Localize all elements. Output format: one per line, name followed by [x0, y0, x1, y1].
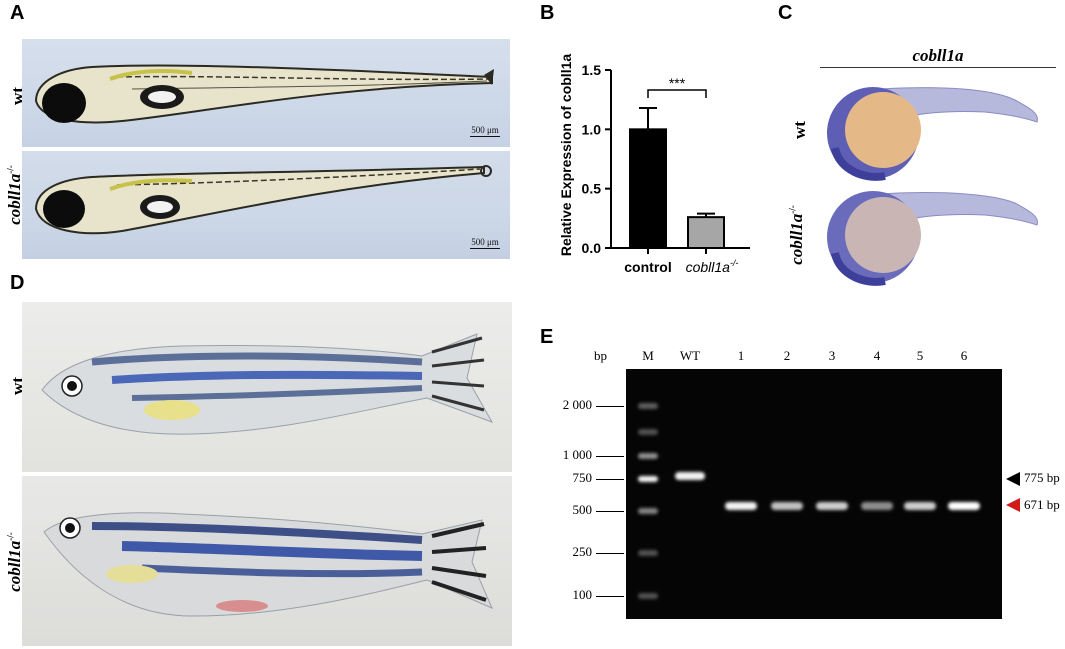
lane-label-2: 2: [783, 348, 791, 363]
adult-wt-drawing: [41, 333, 494, 435]
ladder-band-6: [638, 593, 658, 599]
panel-c-letter: C: [778, 2, 793, 24]
adult-mutant-photo: [22, 476, 512, 646]
y-tick-label-3: 1.5: [582, 62, 602, 78]
band-lane-1-671: [725, 502, 757, 510]
x-category-label-0: control: [624, 259, 671, 275]
lane-label-m: M: [642, 348, 654, 363]
marker-label-3: 500: [572, 502, 593, 517]
marker-label-5: 100: [572, 587, 593, 602]
lane-label-6: 6: [960, 348, 968, 363]
marker-label-0: 2 000: [562, 397, 592, 412]
lane-label-1: 1: [737, 348, 745, 363]
bar-cobll1a-/-: [687, 216, 725, 249]
panel-c-title-rule: [820, 67, 1056, 68]
panel-c-wt-label: wt: [790, 121, 809, 139]
marker-label-1: 1 000: [562, 447, 592, 462]
ladder-band-1: [638, 429, 658, 435]
panel-c-title: cobll1a: [912, 46, 964, 65]
panel-e-letter: E: [540, 326, 554, 348]
ladder-band-4: [638, 508, 658, 514]
larva-mutant-drawing: [34, 165, 492, 235]
bar-control: [629, 128, 667, 249]
y-tick-label-2: 1.0: [582, 121, 602, 137]
x-category-label-1: cobll1a-/-: [686, 258, 739, 275]
embryo-mutant-drawing: [827, 191, 1039, 286]
ladder-band-5: [638, 550, 658, 556]
band-wt-775: [675, 472, 705, 480]
marker-tick-5: [596, 596, 624, 597]
marker-tick-0: [596, 406, 624, 407]
y-tick-label-1: 0.5: [582, 181, 602, 197]
band-775-label: 775 bp: [1024, 470, 1060, 485]
ladder-band-0: [638, 403, 658, 409]
lane-label-wt: WT: [679, 348, 701, 363]
band-671-label: 671 bp: [1024, 497, 1060, 512]
band-lane-5-671: [904, 502, 936, 510]
band-lane-3-671: [816, 502, 848, 510]
panel-a-letter: A: [10, 2, 25, 24]
marker-label-2: 750: [572, 470, 593, 485]
scale-bar-wt: 500 μm: [470, 125, 500, 137]
scale-bar-mutant: 500 μm: [470, 237, 500, 249]
panel-b-letter: B: [540, 2, 555, 24]
band-lane-2-671: [771, 502, 803, 510]
larva-wt-photo: 500 μm: [22, 39, 510, 147]
larva-wt-drawing: [34, 64, 494, 124]
marker-label-4: 250: [572, 544, 593, 559]
larva-mutant-photo: 500 μm: [22, 151, 510, 259]
y-tick-label-0: 0.0: [582, 240, 602, 256]
panel-c-mutant-label: cobll1a-/-: [787, 205, 806, 265]
marker-tick-3: [596, 511, 624, 512]
y-axis-label: Relative Expression of cobll1a: [558, 54, 574, 257]
lane-label-3: 3: [828, 348, 836, 363]
band-lane-6-671: [948, 502, 980, 510]
band-671-arrow: [1006, 498, 1020, 512]
lane-label-5: 5: [916, 348, 924, 363]
gel-bands: [638, 403, 980, 599]
ladder-band-2: [638, 453, 658, 459]
adult-mutant-drawing: [43, 512, 493, 617]
marker-tick-2: [596, 479, 624, 480]
gel-unit-label: bp: [594, 348, 607, 363]
embryo-wt-drawing: [827, 87, 1039, 181]
marker-tick-4: [596, 553, 624, 554]
expression-bar-chart: 0.0 0.5 1.0 1.5 Relative Expression of cobll…: [558, 54, 750, 275]
significance-bracket: [647, 89, 707, 98]
significance-stars: ***: [669, 75, 686, 91]
gel-image: [626, 369, 1002, 619]
band-775-arrow: [1006, 472, 1020, 486]
lane-label-4: 4: [873, 348, 881, 363]
adult-wt-photo: [22, 302, 512, 472]
marker-tick-1: [596, 456, 624, 457]
panel-d-letter: D: [10, 272, 25, 294]
band-lane-4-671: [861, 502, 893, 510]
ladder-band-3: [638, 476, 658, 482]
